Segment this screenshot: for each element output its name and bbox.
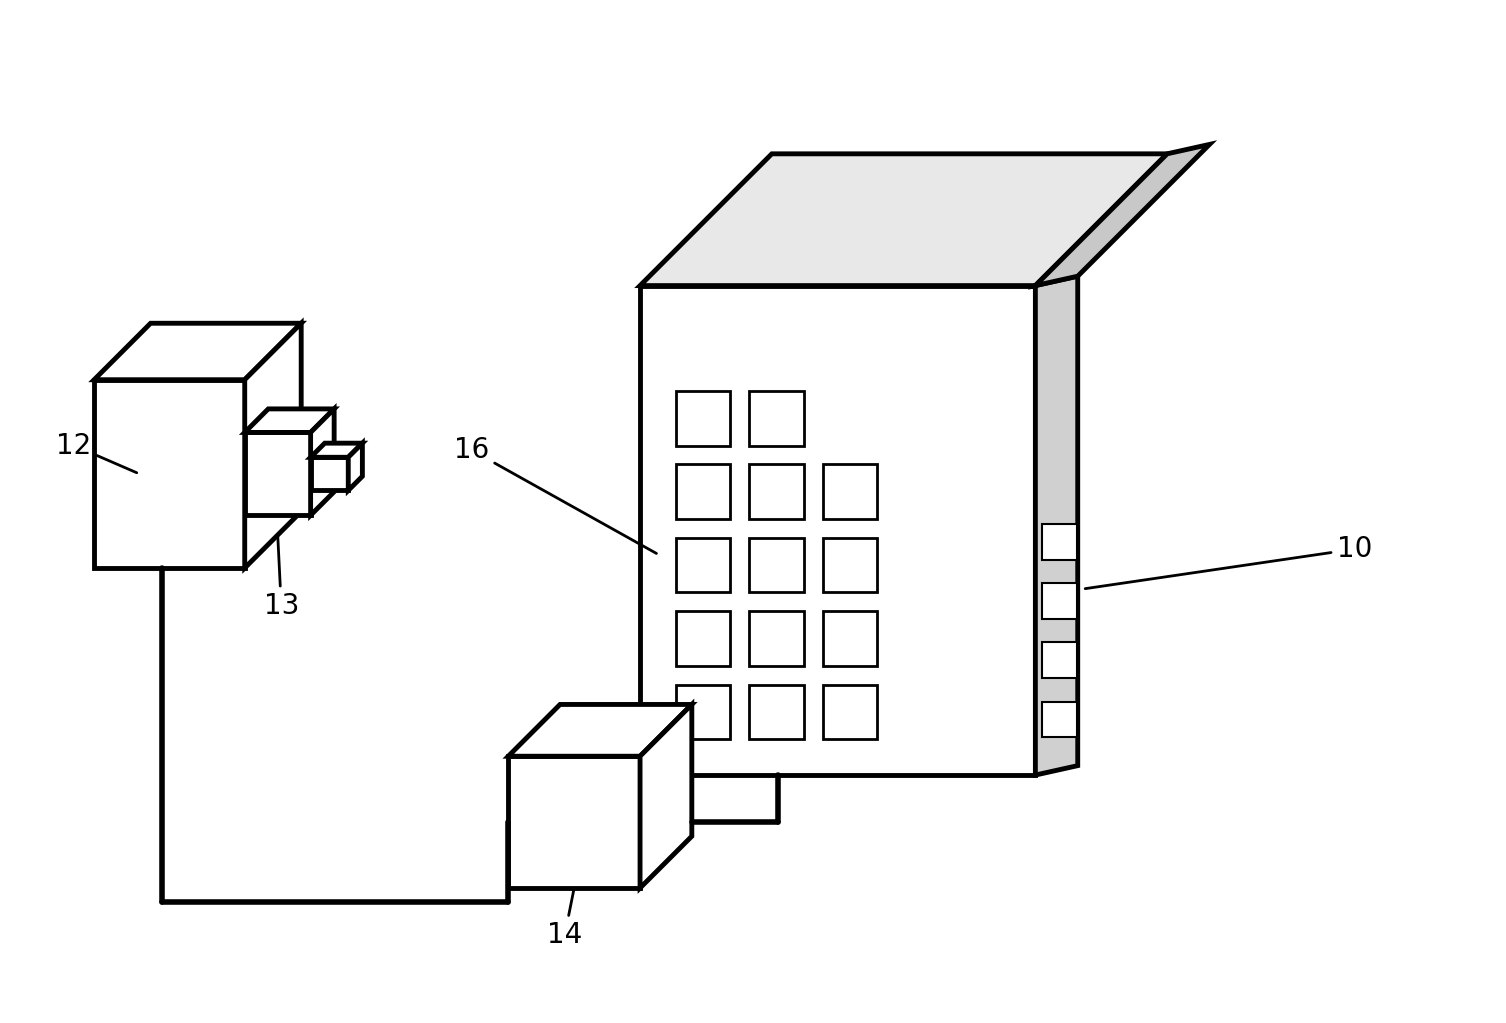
- Polygon shape: [822, 612, 876, 666]
- Polygon shape: [509, 756, 640, 888]
- Polygon shape: [822, 464, 876, 519]
- Polygon shape: [676, 391, 730, 446]
- Polygon shape: [1042, 702, 1077, 738]
- Polygon shape: [310, 409, 334, 516]
- Polygon shape: [640, 705, 691, 888]
- Polygon shape: [750, 612, 804, 666]
- Text: 13: 13: [264, 537, 298, 620]
- Polygon shape: [822, 684, 876, 740]
- Polygon shape: [1036, 144, 1209, 285]
- Polygon shape: [640, 285, 1036, 775]
- Polygon shape: [750, 538, 804, 592]
- Text: 14: 14: [547, 891, 583, 949]
- Text: 12: 12: [57, 432, 137, 473]
- Polygon shape: [509, 705, 691, 756]
- Polygon shape: [93, 380, 244, 568]
- Polygon shape: [750, 391, 804, 446]
- Polygon shape: [676, 612, 730, 666]
- Text: 16: 16: [455, 437, 657, 553]
- Polygon shape: [676, 538, 730, 592]
- Polygon shape: [750, 464, 804, 519]
- Polygon shape: [1042, 642, 1077, 678]
- Polygon shape: [822, 538, 876, 592]
- Polygon shape: [93, 323, 301, 380]
- Polygon shape: [244, 409, 334, 433]
- Polygon shape: [310, 457, 348, 490]
- Polygon shape: [348, 443, 363, 490]
- Polygon shape: [244, 323, 301, 568]
- Polygon shape: [310, 443, 363, 457]
- Polygon shape: [1042, 524, 1077, 560]
- Polygon shape: [676, 684, 730, 740]
- Polygon shape: [676, 464, 730, 519]
- Polygon shape: [640, 153, 1167, 285]
- Polygon shape: [750, 684, 804, 740]
- Polygon shape: [244, 433, 310, 516]
- Text: 10: 10: [1086, 535, 1372, 588]
- Polygon shape: [1036, 276, 1078, 775]
- Polygon shape: [1042, 583, 1077, 619]
